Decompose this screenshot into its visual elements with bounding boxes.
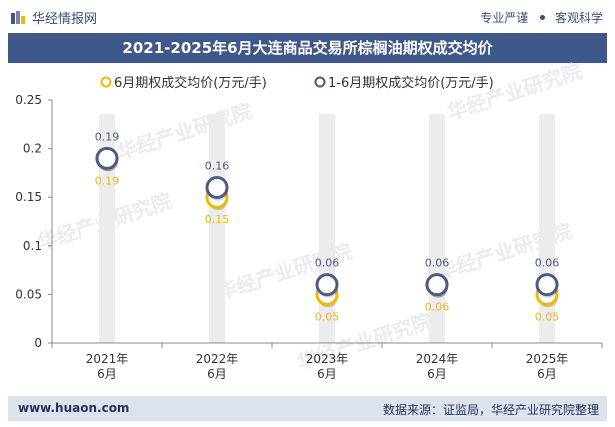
series1-data-label: 0.15: [205, 213, 230, 226]
y-tick-label: 0.05: [15, 287, 42, 301]
legend-marker-icon: [314, 76, 326, 88]
brand-name: 华经情报网: [32, 12, 98, 27]
category-band: [209, 114, 225, 343]
footer: www.huaon.com 数据来源：证监局，华经产业研究院整理: [8, 396, 607, 421]
watermarks: 华经产业研究院华经产业研究院华经产业研究院华经产业研究院华经产业研究院华经产业研…: [34, 59, 585, 375]
x-tick-label: 2021年 6月: [86, 352, 129, 381]
legend-marker-icon: [100, 76, 112, 88]
chart-title: 2021-2025年6月大连商品交易所棕榈油期权成交均价: [8, 33, 607, 63]
category-band: [319, 114, 335, 343]
series2-point: [535, 273, 559, 297]
series2-data-label: 0.06: [315, 257, 340, 270]
y-tick-label: 0.25: [15, 93, 42, 107]
footer-url: www.huaon.com: [18, 401, 130, 415]
brand-logo-icon: [11, 10, 25, 24]
y-tick-label: 0.2: [23, 142, 42, 156]
series2-point: [95, 146, 119, 170]
series2-data-label: 0.06: [425, 257, 450, 270]
top-bar: 华经情报网 专业严谨 客观科学: [0, 0, 615, 34]
series1-data-label: 0.05: [315, 310, 340, 323]
header-tags: 专业严谨 客观科学: [480, 9, 603, 26]
series1-data-label: 0.06: [425, 301, 450, 314]
axes: 0 0.05 0.1 0.15 0.2 0.25 2021年 6月 2022年 6月 2023年 6月…: [15, 93, 603, 381]
series1-data-label: 0.05: [535, 310, 560, 323]
legend: 6月期权成交均价(万元/手) 1-6月期权成交均价(万元/手): [100, 75, 494, 91]
brand: 华经情报网: [10, 8, 97, 27]
tag-professional: 专业严谨: [480, 11, 529, 25]
footer-source: 数据来源：证监局，华经产业研究院整理: [382, 403, 599, 417]
category-band: [99, 114, 115, 343]
category-band: [539, 114, 555, 343]
y-tick-label: 0.1: [23, 239, 42, 253]
watermark-text: 华经产业研究院: [114, 99, 255, 165]
y-tick-label: 0.15: [15, 190, 42, 204]
separator-dot-icon: [540, 15, 546, 20]
x-tick-label: 2024年 6月: [416, 352, 459, 381]
series2-data-label: 0.06: [535, 257, 560, 270]
legend-label: 1-6月期权成交均价(万元/手): [328, 75, 494, 91]
series2-point: [315, 273, 339, 297]
watermark-text: 华经产业研究院: [444, 59, 585, 125]
series2-point: [205, 175, 229, 199]
tag-objective: 客观科学: [554, 11, 603, 25]
x-tick-label: 2025年 6月: [526, 352, 569, 381]
series2-data-label: 0.19: [95, 130, 120, 143]
x-tick-label: 2022年 6月: [196, 352, 239, 381]
y-tick-label: 0: [34, 336, 42, 350]
legend-label: 6月期权成交均价(万元/手): [114, 75, 267, 91]
series2-data-label: 0.16: [205, 159, 230, 172]
x-tick-label: 2023年 6月: [306, 352, 349, 381]
data-marks: 0.19 0.19 0.15 0.16 0.05 0.06 0.06 0.06 0.05 0.06: [95, 130, 560, 323]
series2-point: [425, 273, 449, 297]
series1-data-label: 0.19: [95, 174, 120, 187]
